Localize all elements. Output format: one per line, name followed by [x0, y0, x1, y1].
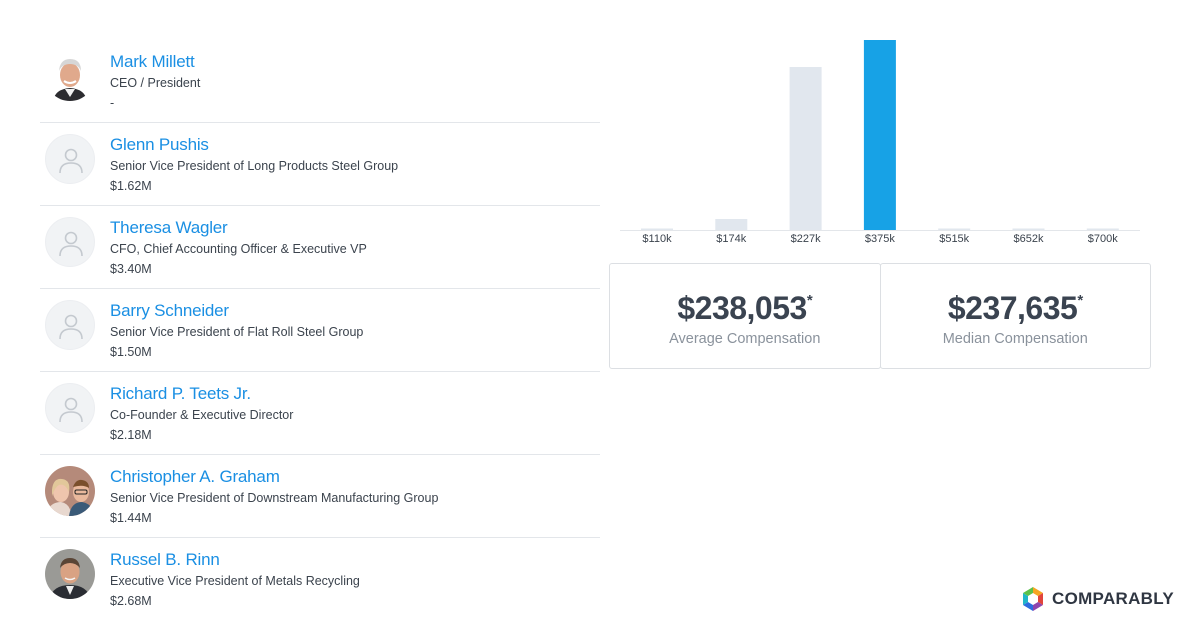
placeholder-person-icon — [45, 383, 95, 433]
average-compensation-card: $238,053* Average Compensation — [609, 263, 881, 369]
footnote-marker: * — [806, 292, 813, 310]
chart-tick-label: $700k — [1088, 233, 1118, 245]
executive-row[interactable]: Barry Schneider Senior Vice President of… — [40, 289, 600, 372]
placeholder-person-icon — [45, 300, 95, 350]
median-compensation-value: $237,635* — [947, 290, 1083, 326]
median-compensation-label: Median Compensation — [942, 331, 1088, 347]
chart-bar[interactable] — [715, 219, 748, 230]
compensation-histogram: $110k $174k $227k $375k $515k $652k $700k — [620, 30, 1140, 255]
executive-title: Senior Vice President of Flat Roll Steel… — [110, 325, 364, 339]
executive-row[interactable]: Mark Millett CEO / President - — [40, 40, 600, 123]
executive-list: Mark Millett CEO / President - Glenn Pus… — [40, 40, 600, 621]
chart-bar[interactable] — [1012, 228, 1045, 231]
compensation-stats: $238,053* Average Compensation $237,635*… — [609, 263, 1151, 369]
executive-compensation: $3.40M — [110, 262, 152, 276]
chart-tick-label: $652k — [1014, 233, 1044, 245]
executive-name[interactable]: Glenn Pushis — [110, 135, 209, 154]
executive-name[interactable]: Christopher A. Graham — [110, 467, 280, 486]
chart-bar[interactable] — [641, 228, 673, 231]
avatar — [45, 466, 95, 516]
executive-row[interactable]: Glenn Pushis Senior Vice President of Lo… — [40, 123, 600, 206]
comparably-logo-icon — [1023, 587, 1043, 611]
chart-bar[interactable] — [863, 40, 896, 230]
executive-compensation: $1.50M — [110, 345, 152, 359]
executive-compensation: $2.18M — [110, 428, 152, 442]
executive-name[interactable]: Mark Millett — [110, 52, 195, 71]
median-compensation-card: $237,635* Median Compensation — [879, 263, 1151, 369]
executive-name[interactable]: Richard P. Teets Jr. — [110, 384, 251, 403]
executive-title: Senior Vice President of Long Products S… — [110, 159, 399, 173]
average-compensation-label: Average Compensation — [669, 331, 821, 347]
executive-title: Executive Vice President of Metals Recyc… — [110, 574, 360, 588]
chart-tick-label: $110k — [642, 233, 672, 245]
executive-title: Co-Founder & Executive Director — [110, 408, 294, 422]
average-compensation-value: $238,053* — [677, 290, 813, 326]
executive-compensation: - — [110, 96, 115, 110]
executive-row[interactable]: Christopher A. Graham Senior Vice Presid… — [40, 455, 600, 538]
executive-title: Senior Vice President of Downstream Manu… — [110, 491, 439, 505]
executive-row[interactable]: Theresa Wagler CFO, Chief Accounting Off… — [40, 206, 600, 289]
comparably-logo[interactable]: COMPARABLY — [1020, 586, 1174, 612]
executive-row[interactable]: Russel B. Rinn Executive Vice President … — [40, 538, 600, 621]
footnote-marker: * — [1077, 292, 1083, 310]
chart-bar[interactable] — [938, 228, 971, 231]
executive-row[interactable]: Richard P. Teets Jr. Co-Founder & Execut… — [40, 372, 600, 455]
executive-name[interactable]: Barry Schneider — [110, 301, 229, 320]
chart-tick-label: $375k — [865, 233, 895, 245]
chart-tick-label: $227k — [791, 233, 821, 245]
executive-name[interactable]: Russel B. Rinn — [110, 550, 220, 569]
executive-compensation: $2.68M — [110, 594, 152, 608]
avatar — [45, 549, 95, 599]
placeholder-person-icon — [45, 217, 95, 267]
brand-name: COMPARABLY — [1052, 589, 1175, 608]
chart-tick-label: $515k — [939, 233, 969, 245]
chart-tick-label: $174k — [716, 233, 746, 245]
executive-compensation: $1.62M — [110, 179, 152, 193]
placeholder-person-icon — [45, 134, 95, 184]
executive-name[interactable]: Theresa Wagler — [110, 218, 228, 237]
chart-bar[interactable] — [1086, 228, 1119, 231]
executive-title: CEO / President — [110, 76, 201, 90]
executive-compensation: $1.44M — [110, 511, 152, 525]
chart-bar[interactable] — [789, 67, 822, 230]
avatar — [45, 51, 95, 101]
executive-title: CFO, Chief Accounting Officer & Executiv… — [110, 242, 367, 256]
